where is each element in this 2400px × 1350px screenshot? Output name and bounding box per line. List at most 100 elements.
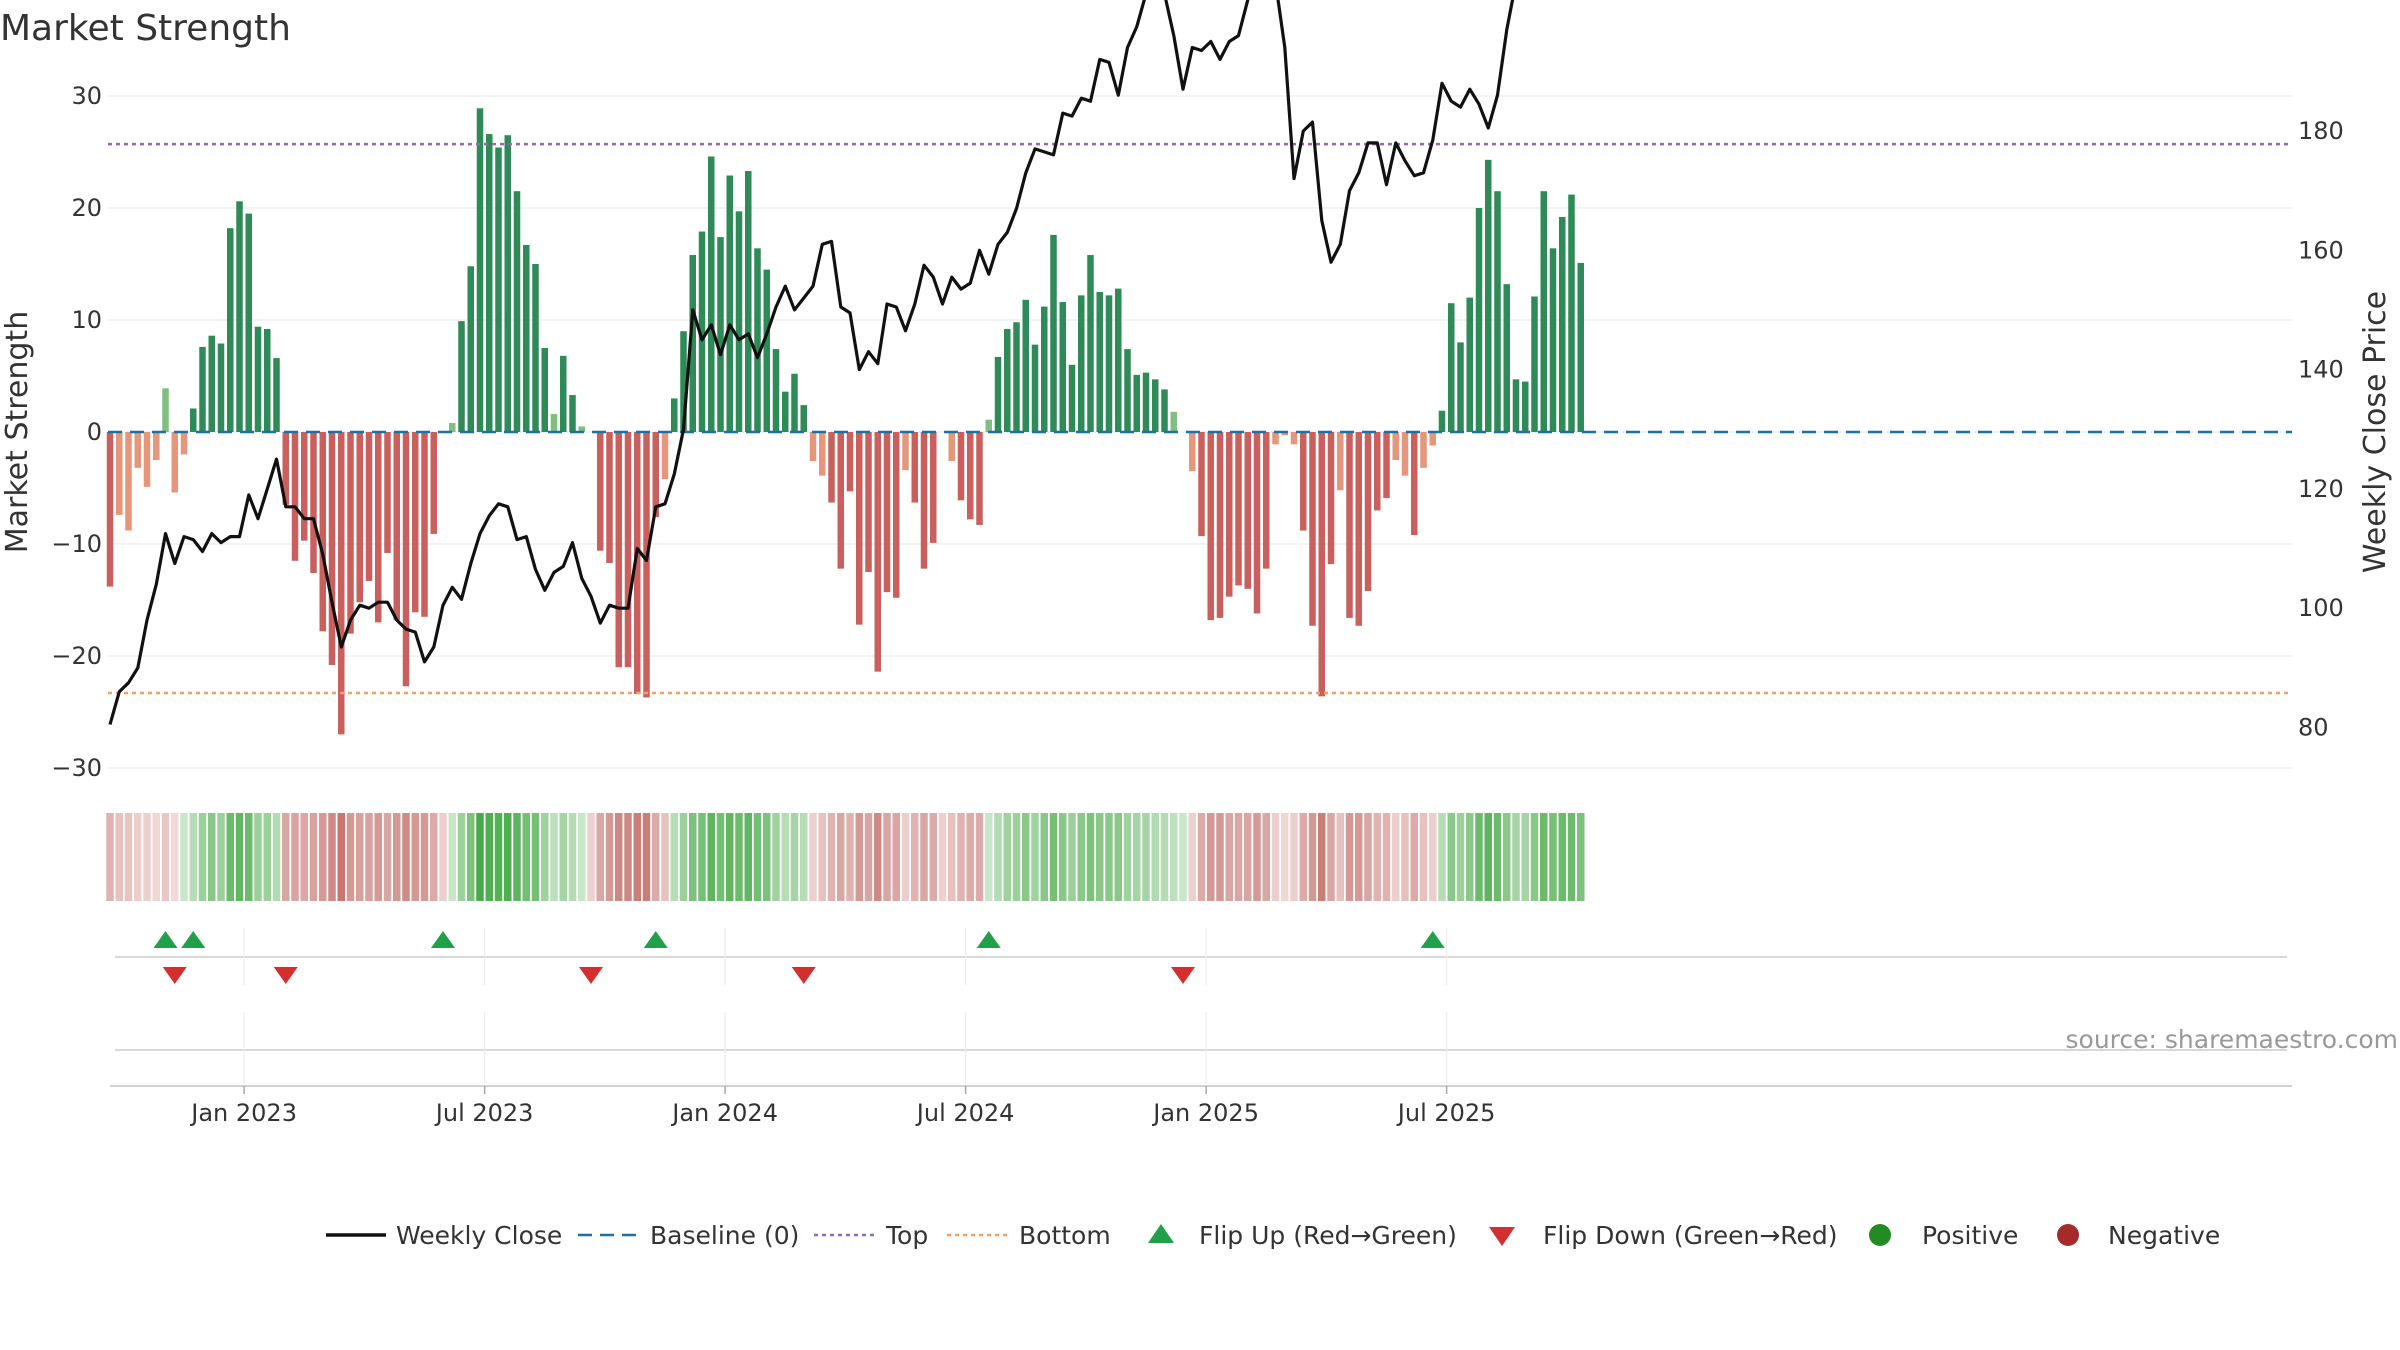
strength-bar-150 <box>1494 191 1501 432</box>
strength-bar-129 <box>1300 432 1307 531</box>
strength-bar-10 <box>199 346 206 432</box>
heat-cell-28 <box>365 813 373 901</box>
strength-bar-124 <box>1253 432 1261 614</box>
heat-cell-104 <box>1068 813 1076 901</box>
strength-bar-106 <box>1087 255 1094 432</box>
x-tick-label-5: Jul 2025 <box>1396 1099 1496 1127</box>
strength-bar-152 <box>1512 379 1520 432</box>
heat-cell-113 <box>1151 813 1159 901</box>
left-tick-label-2: 10 <box>71 306 102 334</box>
heat-cell-91 <box>948 813 956 901</box>
heat-cell-100 <box>1031 813 1039 901</box>
heat-cell-121 <box>1225 813 1233 901</box>
x-tick-label-3: Jul 2024 <box>915 1099 1015 1127</box>
heat-cell-105 <box>1077 813 1085 901</box>
strength-bar-27 <box>356 432 363 603</box>
x-axis: Jan 2023 Jul 2023 Jan 2024 Jul 2024 Jan 2025… <box>110 1085 2292 1127</box>
heat-cell-52 <box>587 813 595 901</box>
strength-bar-85 <box>893 432 900 598</box>
right-tick-label-0: 180 <box>2298 117 2344 145</box>
strength-bar-33 <box>412 432 419 613</box>
strength-bar-74 <box>791 373 798 432</box>
strength-bar-60 <box>661 432 669 480</box>
reference-lines <box>108 142 2292 695</box>
heat-cell-154 <box>1530 813 1539 901</box>
strength-bar-25 <box>338 432 345 735</box>
legend-label-negative: Negative <box>2108 1221 2220 1250</box>
heat-cell-106 <box>1086 813 1095 901</box>
heat-cell-124 <box>1253 813 1261 901</box>
strength-bar-132 <box>1327 432 1335 565</box>
heat-cell-42 <box>494 813 503 901</box>
heat-cell-72 <box>772 813 780 901</box>
heat-cell-53 <box>596 813 604 901</box>
heat-cell-41 <box>485 813 493 901</box>
strength-bar-92 <box>957 432 965 501</box>
heat-cell-77 <box>818 813 826 901</box>
strength-bar-94 <box>976 432 983 525</box>
strength-bar-98 <box>1013 322 1020 432</box>
flip-down-marker-3 <box>791 967 816 984</box>
strength-bar-81 <box>856 432 863 625</box>
strength-bar-2 <box>125 432 132 531</box>
flip-up-marker-4 <box>976 931 1001 948</box>
heat-cell-117 <box>1188 813 1196 901</box>
strength-bar-4 <box>143 432 151 487</box>
heat-cell-59 <box>652 813 660 901</box>
heat-cell-99 <box>1022 813 1030 901</box>
left-tick-label-4: −10 <box>51 530 102 558</box>
heat-cell-159 <box>1577 813 1585 901</box>
heat-cell-13 <box>226 813 234 901</box>
chart-title: Market Strength <box>0 8 291 49</box>
heat-cell-120 <box>1216 813 1224 901</box>
heat-cell-102 <box>1049 813 1058 901</box>
heat-cell-29 <box>374 813 382 901</box>
x-tick-label-4: Jan 2025 <box>1151 1099 1259 1127</box>
strength-bar-7 <box>171 432 178 493</box>
strength-bar-53 <box>597 432 604 551</box>
strength-bar-107 <box>1096 292 1103 432</box>
strength-bar-69 <box>745 171 752 433</box>
strength-bar-40 <box>476 108 484 432</box>
heat-cell-65 <box>707 813 715 901</box>
strength-bar-48 <box>550 414 558 432</box>
heat-cell-23 <box>319 813 327 901</box>
strength-bar-101 <box>1041 306 1048 432</box>
strength-bars <box>106 108 1584 735</box>
heat-cell-9 <box>189 813 197 901</box>
flip-up-marker-5 <box>1420 931 1445 948</box>
strength-bar-61 <box>671 398 678 432</box>
heat-cell-62 <box>679 813 688 901</box>
strength-bar-157 <box>1559 216 1566 432</box>
heat-cell-21 <box>300 813 308 901</box>
heat-cell-140 <box>1401 813 1409 901</box>
left-tick-label-3: 0 <box>87 418 102 446</box>
strength-bar-49 <box>560 355 567 432</box>
heat-cell-60 <box>661 813 669 901</box>
strength-bar-1 <box>116 432 123 515</box>
heat-cell-125 <box>1262 813 1270 901</box>
strength-bar-88 <box>920 432 928 569</box>
heat-cell-61 <box>670 813 678 901</box>
strength-bar-123 <box>1244 432 1251 589</box>
strength-bar-13 <box>227 228 234 432</box>
strength-bar-72 <box>772 349 780 432</box>
heat-cell-11 <box>208 813 216 901</box>
strength-bar-30 <box>384 432 391 553</box>
strength-bar-112 <box>1142 372 1150 432</box>
heat-cell-151 <box>1503 813 1511 901</box>
strength-bar-139 <box>1392 432 1399 460</box>
strength-bar-58 <box>643 432 650 698</box>
strength-bar-89 <box>930 432 937 543</box>
heat-cell-37 <box>448 813 456 901</box>
strength-bar-110 <box>1124 349 1131 432</box>
strength-bar-133 <box>1337 432 1344 491</box>
strength-bar-11 <box>208 335 215 432</box>
right-tick-label-1: 160 <box>2298 236 2344 264</box>
strength-heat-strip <box>106 813 1585 901</box>
strength-bar-3 <box>134 432 141 468</box>
legend-label-positive: Positive <box>1922 1221 2018 1250</box>
strength-bar-79 <box>837 432 844 569</box>
strength-bar-75 <box>800 405 807 432</box>
strength-bar-138 <box>1383 432 1390 499</box>
